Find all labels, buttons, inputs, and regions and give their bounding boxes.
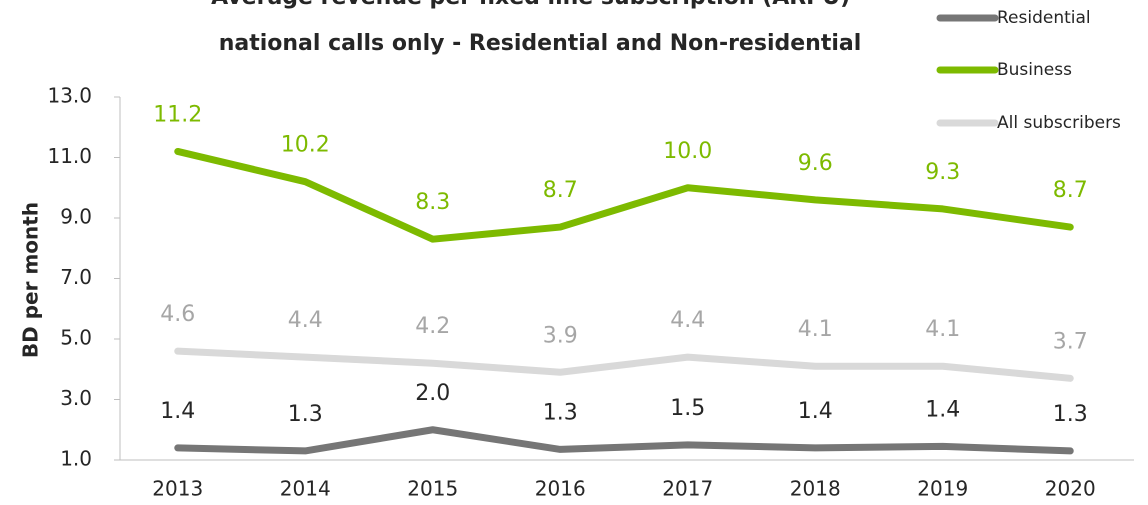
y-axis-label: BD per month — [19, 202, 43, 358]
data-label: 3.9 — [543, 323, 578, 348]
data-label: 4.1 — [925, 317, 960, 342]
x-tick-label: 2018 — [790, 477, 841, 501]
x-tick-label: 2015 — [407, 477, 458, 501]
data-label: 10.2 — [281, 133, 330, 158]
x-tick-label: 2019 — [917, 477, 968, 501]
data-label: 9.6 — [798, 151, 833, 176]
data-label: 1.4 — [925, 397, 960, 422]
x-tick-label: 2016 — [535, 477, 586, 501]
y-tick-label: 9.0 — [60, 205, 92, 229]
data-label: 3.7 — [1053, 329, 1088, 354]
data-label: 9.3 — [925, 160, 960, 185]
data-label: 1.4 — [798, 399, 833, 424]
data-label: 4.1 — [798, 317, 833, 342]
data-label: 1.3 — [288, 402, 323, 427]
legend-label: All subscribers — [997, 113, 1121, 133]
data-label: 4.4 — [288, 308, 323, 333]
series-line — [174, 147, 1074, 243]
y-tick-label: 11.0 — [47, 144, 92, 168]
y-tick-label: 3.0 — [60, 386, 92, 410]
data-label: 1.5 — [670, 396, 705, 421]
data-label: 1.3 — [543, 400, 578, 425]
x-tick-label: 2020 — [1045, 477, 1096, 501]
data-label: 10.0 — [663, 139, 712, 164]
series-line — [174, 347, 1074, 382]
chart-title: national calls only - Residential and No… — [219, 31, 862, 56]
data-label: 2.0 — [415, 381, 450, 406]
chart-title: Average revenue per fixed line subscript… — [211, 0, 869, 10]
y-tick-label: 13.0 — [47, 84, 92, 108]
data-label: 8.7 — [1053, 178, 1088, 203]
y-tick-label: 5.0 — [60, 326, 92, 350]
data-label: 4.2 — [415, 314, 450, 339]
y-tick-label: 7.0 — [60, 265, 92, 289]
y-tick-label: 1.0 — [60, 447, 92, 471]
data-label: 1.4 — [160, 399, 195, 424]
data-label: 8.3 — [415, 190, 450, 215]
x-tick-label: 2014 — [280, 477, 331, 501]
data-label: 4.4 — [670, 308, 705, 333]
x-tick-label: 2017 — [662, 477, 713, 501]
legend-label: Residential — [997, 8, 1091, 28]
data-label: 11.2 — [153, 102, 202, 127]
data-label: 1.3 — [1053, 402, 1088, 427]
legend-label: Business — [997, 60, 1072, 80]
data-label: 8.7 — [543, 178, 578, 203]
series-line — [174, 426, 1074, 455]
data-label: 4.6 — [160, 302, 195, 327]
x-tick-label: 2013 — [152, 477, 203, 501]
